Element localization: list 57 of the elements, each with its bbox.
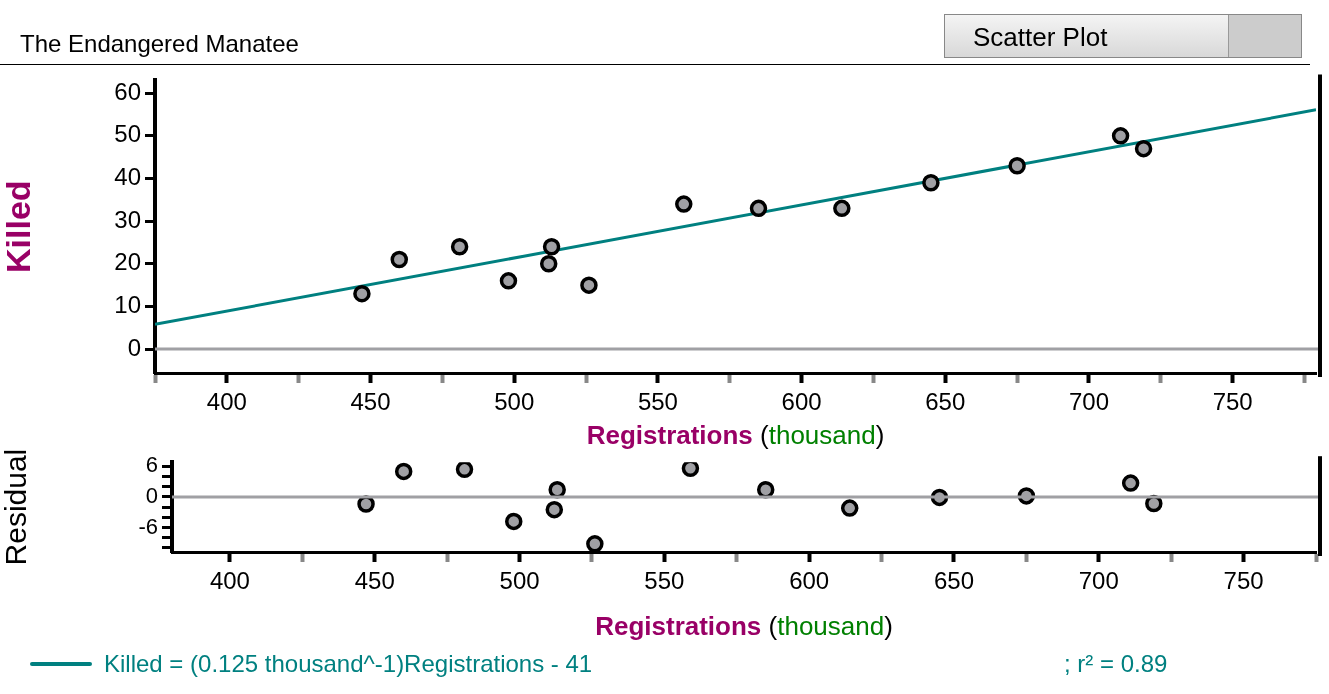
x-tick-label: 550 — [644, 567, 685, 595]
point — [833, 199, 851, 218]
text: Scatter Plot — [944, 14, 1302, 58]
x-tick-label: 500 — [499, 567, 540, 595]
y-tick-label: 0 — [127, 333, 141, 361]
point — [1121, 474, 1140, 492]
point — [545, 500, 564, 519]
point — [539, 255, 558, 273]
x-axis-title: Registrations (thousand) — [595, 611, 893, 642]
point — [1008, 156, 1026, 175]
y-tick-label: 50 — [114, 120, 141, 148]
point — [357, 495, 375, 513]
point — [499, 272, 518, 290]
point — [681, 462, 700, 478]
point — [749, 199, 768, 218]
x-tick-label: 750 — [1212, 388, 1253, 416]
point — [450, 238, 469, 256]
y-tick-label: 60 — [114, 77, 141, 105]
y-tick-label: 20 — [114, 248, 141, 276]
point — [580, 276, 598, 294]
point — [586, 535, 604, 552]
point — [922, 174, 940, 192]
point — [1111, 127, 1130, 145]
y-axis-title: Killed — [0, 180, 37, 273]
legend-label: Killed = (0.125 thousand^-1)Registrations - 41 — [104, 650, 593, 678]
point — [394, 462, 413, 481]
x-axis-title: Registrations (thousand) — [586, 420, 885, 451]
point — [455, 462, 474, 479]
y-tick-label: 6 — [145, 452, 158, 478]
point — [675, 195, 693, 213]
y-axis-title: Residual — [0, 448, 33, 566]
x-tick-label: 500 — [494, 388, 535, 416]
point — [390, 250, 409, 269]
x-tick-label: 650 — [933, 567, 974, 595]
x-tick-label: 700 — [1068, 388, 1109, 416]
point — [840, 499, 859, 517]
x-tick-label: 600 — [781, 388, 822, 416]
y-tick-label: 40 — [114, 163, 141, 191]
y-tick-label: 10 — [114, 291, 141, 319]
point — [1134, 139, 1153, 158]
point — [505, 512, 523, 531]
point — [542, 238, 561, 256]
text: ; r² = 0.89 — [1064, 650, 1168, 678]
chart-title: The Endangered Manatee — [20, 30, 299, 58]
x-tick-label: 400 — [209, 567, 250, 595]
x-tick-label: 700 — [1078, 567, 1119, 595]
y-tick-label: -6 — [138, 513, 158, 539]
x-tick-label: 550 — [637, 388, 678, 416]
point — [353, 284, 371, 303]
x-tick-label: 400 — [206, 388, 247, 416]
y-tick-label: 0 — [145, 482, 158, 508]
x-tick-label: 450 — [354, 567, 395, 595]
x-tick-label: 450 — [350, 388, 391, 416]
x-tick-label: 650 — [925, 388, 966, 416]
y-tick-label: 30 — [114, 205, 141, 233]
x-tick-label: 600 — [789, 567, 830, 595]
x-tick-label: 750 — [1223, 567, 1264, 595]
